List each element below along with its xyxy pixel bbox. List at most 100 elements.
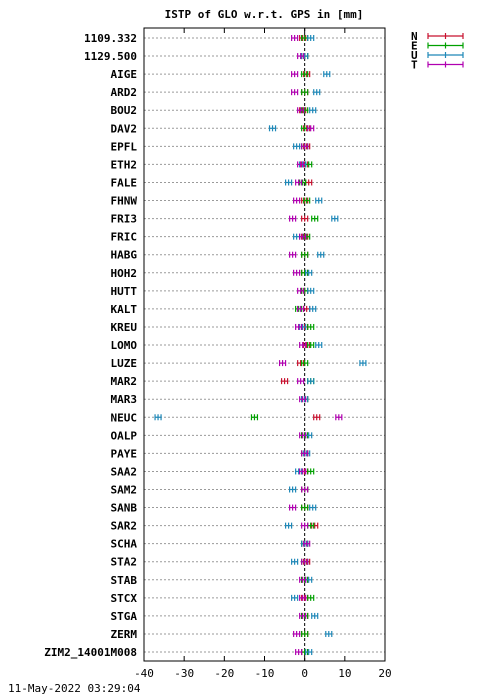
data-point-t — [297, 305, 305, 312]
data-point-u — [313, 89, 321, 96]
data-point-e — [301, 71, 309, 78]
data-point-e — [307, 468, 315, 475]
station-label: ETH2 — [111, 158, 138, 171]
station-label: HUTT — [111, 285, 138, 298]
legend-line — [427, 61, 464, 68]
data-point-n — [301, 215, 309, 222]
data-point-e — [301, 504, 309, 511]
station-label: SAA2 — [111, 465, 138, 478]
data-point-u — [309, 504, 317, 511]
data-point-u — [309, 107, 317, 114]
data-point-t — [297, 287, 305, 294]
station-label: FHNW — [111, 195, 138, 208]
station-label: SCHA — [111, 538, 138, 551]
data-point-t — [335, 414, 343, 421]
data-point-u — [305, 576, 313, 583]
station-label: KALT — [111, 303, 138, 316]
chart-title: ISTP of GLO w.r.t. GPS in [mm] — [165, 8, 364, 21]
data-point-t — [295, 323, 303, 330]
data-point-t — [299, 396, 307, 403]
timestamp-footer: 11-May-2022 03:29:04 — [8, 682, 141, 695]
data-point-t — [295, 179, 303, 186]
data-point-e — [301, 630, 309, 637]
station-label: STA2 — [111, 556, 138, 569]
data-point-t — [299, 468, 307, 475]
data-point-u — [325, 630, 333, 637]
station-label: HOH2 — [111, 267, 138, 280]
station-label: SAR2 — [111, 520, 138, 533]
station-label: STAB — [111, 574, 138, 587]
data-point-e — [301, 360, 309, 367]
data-point-u — [285, 179, 293, 186]
data-point-t — [299, 342, 307, 349]
data-point-u — [307, 287, 315, 294]
station-label: SAM2 — [111, 484, 138, 497]
legend-line — [427, 33, 464, 39]
data-point-t — [299, 233, 307, 240]
data-point-t — [299, 594, 307, 601]
data-point-e — [250, 414, 259, 421]
station-label: STCX — [111, 592, 138, 605]
data-point-t — [297, 107, 305, 114]
station-label: FALE — [111, 176, 138, 189]
data-point-u — [291, 558, 299, 565]
x-tick-label: -40 — [134, 667, 154, 680]
data-point-t — [307, 125, 315, 132]
data-point-t — [301, 450, 309, 457]
data-point-u — [331, 215, 339, 222]
station-label: 1129.500 — [84, 50, 137, 63]
grid-lines — [144, 37, 385, 653]
station-label: EPFL — [111, 140, 138, 153]
data-point-n — [280, 378, 289, 385]
legend-label: N — [411, 30, 418, 43]
station-label: HABG — [111, 249, 138, 262]
data-point-e — [305, 161, 313, 168]
data-point-t — [291, 71, 299, 78]
data-point-u — [315, 342, 323, 349]
station-label: 1109.332 — [84, 32, 137, 45]
station-label: MAR2 — [111, 375, 138, 388]
data-point-t — [297, 161, 305, 168]
data-point-e — [307, 323, 315, 330]
station-label: ZERM — [111, 628, 138, 641]
data-point-u — [268, 125, 277, 132]
data-point-u — [291, 594, 299, 601]
legend-line — [427, 52, 464, 58]
data-point-t — [299, 612, 307, 619]
station-label: ZIM2_14001M008 — [44, 646, 137, 659]
data-point-e — [301, 251, 309, 258]
data-point-e — [307, 342, 315, 349]
data-point-t — [299, 432, 307, 439]
data-point-n — [305, 179, 313, 186]
station-label: MAR3 — [111, 393, 138, 406]
x-tick-label: 20 — [378, 667, 391, 680]
data-point-t — [301, 558, 309, 565]
data-point-t — [297, 378, 305, 385]
data-point-t — [295, 649, 303, 656]
data-point-e — [307, 594, 315, 601]
data-point-e — [301, 89, 309, 96]
data-marks — [154, 35, 367, 656]
data-point-e — [303, 197, 311, 204]
data-point-t — [293, 630, 301, 637]
station-label: LOMO — [111, 339, 138, 352]
x-tick-label: -30 — [174, 667, 194, 680]
data-point-u — [293, 143, 301, 150]
station-label: BOU2 — [111, 104, 138, 117]
data-point-t — [303, 540, 311, 547]
data-point-u — [317, 251, 325, 258]
data-point-u — [311, 612, 319, 619]
data-point-u — [293, 233, 301, 240]
data-point-u — [305, 649, 313, 656]
station-label: ARD2 — [111, 86, 138, 99]
legend-label: T — [411, 59, 418, 72]
data-point-t — [289, 215, 297, 222]
data-point-u — [323, 71, 331, 78]
legend-label: E — [411, 40, 418, 53]
station-label: FRIC — [111, 231, 138, 244]
data-point-t — [293, 197, 301, 204]
station-labels: 1109.332 1129.500 AIGE ARD2 BOU2 DAV2 EPFL ETH2… — [44, 32, 137, 659]
station-label: FRI3 — [111, 213, 138, 226]
